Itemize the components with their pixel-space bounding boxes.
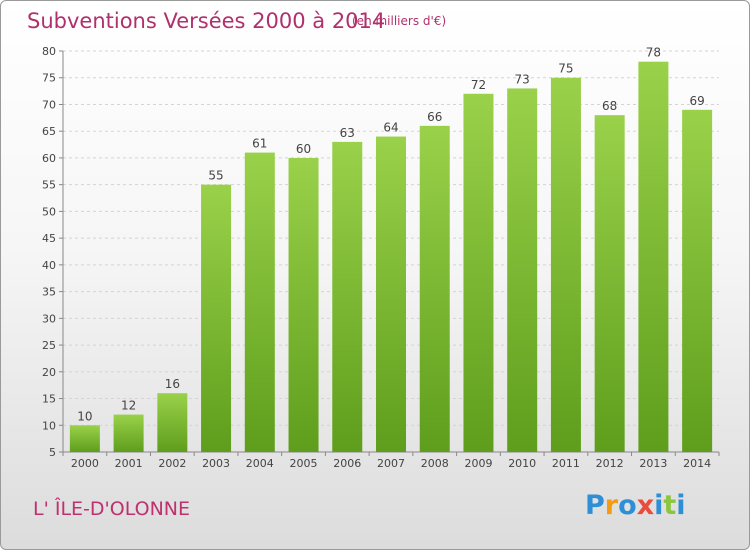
y-tick-label: 75 xyxy=(42,72,56,85)
x-tick-label: 2005 xyxy=(290,457,318,470)
x-tick-label: 2014 xyxy=(683,457,711,470)
logo-letter: i xyxy=(654,490,664,521)
data-labels: 10 12 16 55 61 60 63 64 66 72 73 75 68 78 69 xyxy=(77,46,705,424)
proxiti-logo: Proxiti xyxy=(585,490,686,521)
x-axis: 2000 2001 2002 2003 2004 2005 2006 2007 2008 2009… xyxy=(62,452,720,470)
data-label: 68 xyxy=(602,99,617,113)
y-tick-label: 30 xyxy=(42,312,56,325)
data-label: 63 xyxy=(340,126,355,140)
bar xyxy=(332,141,363,453)
x-tick-label: 2008 xyxy=(421,457,449,470)
y-tick-label: 70 xyxy=(42,98,56,111)
y-tick-label: 25 xyxy=(42,339,56,352)
y-tick-label: 50 xyxy=(42,205,56,218)
x-tick-label: 2002 xyxy=(158,457,186,470)
x-tick-label: 2001 xyxy=(115,457,143,470)
bar xyxy=(157,393,188,452)
x-tick-label: 2007 xyxy=(377,457,405,470)
x-tick-label: 2004 xyxy=(246,457,274,470)
x-tick-label: 2012 xyxy=(596,457,624,470)
data-label: 55 xyxy=(208,169,223,183)
y-tick-label: 40 xyxy=(42,259,56,272)
bar xyxy=(288,157,319,452)
y-tick-label: 10 xyxy=(42,419,56,432)
logo-letter: x xyxy=(636,490,655,521)
chart-title: Subventions Versées 2000 à 2014 xyxy=(27,9,386,33)
data-label: 69 xyxy=(689,94,704,108)
logo-letter: i xyxy=(676,490,686,521)
bar xyxy=(463,93,494,453)
commune-name: L' ÎLE-D'OLONNE xyxy=(33,498,191,520)
bar xyxy=(376,136,406,452)
data-label: 64 xyxy=(383,121,398,135)
bar xyxy=(550,77,581,452)
x-tick-label: 2003 xyxy=(202,457,230,470)
x-tick-label: 2009 xyxy=(464,457,492,470)
logo-letter: P xyxy=(585,490,605,521)
logo-letter: r xyxy=(604,490,619,521)
data-label: 16 xyxy=(165,377,180,391)
bar xyxy=(594,115,625,452)
y-tick-label: 60 xyxy=(42,152,56,165)
x-tick-label: 2000 xyxy=(71,457,99,470)
x-tick-label: 2013 xyxy=(639,457,667,470)
y-tick-label: 20 xyxy=(42,366,56,379)
bar xyxy=(113,414,144,452)
bar xyxy=(244,152,275,452)
bar xyxy=(638,61,669,453)
y-tick-label: 65 xyxy=(42,125,56,138)
data-label: 78 xyxy=(646,46,661,60)
data-label: 66 xyxy=(427,110,442,124)
y-tick-label: 35 xyxy=(42,286,56,299)
chart-subtitle: (en milliers d'€) xyxy=(352,14,447,28)
x-tick-label: 2010 xyxy=(508,457,536,470)
x-tick-label: 2011 xyxy=(552,457,580,470)
logo-letter: t xyxy=(663,490,677,521)
bar xyxy=(201,184,232,452)
data-label: 75 xyxy=(558,62,573,76)
data-label: 10 xyxy=(77,409,92,423)
data-label: 61 xyxy=(252,137,267,151)
data-label: 12 xyxy=(121,399,136,413)
y-tick-label: 15 xyxy=(42,393,56,406)
bar xyxy=(419,125,450,452)
data-label: 60 xyxy=(296,142,311,156)
bar xyxy=(507,88,538,452)
bars xyxy=(69,61,713,453)
bar xyxy=(69,425,100,452)
y-tick-label: 80 xyxy=(42,45,56,58)
logo-letter: o xyxy=(618,490,637,521)
data-label: 72 xyxy=(471,78,486,92)
data-label: 73 xyxy=(515,72,530,86)
x-tick-label: 2006 xyxy=(333,457,361,470)
y-tick-label: 55 xyxy=(42,179,56,192)
y-tick-label: 45 xyxy=(42,232,56,245)
bar xyxy=(682,109,713,453)
y-tick-label: 5 xyxy=(49,446,56,459)
